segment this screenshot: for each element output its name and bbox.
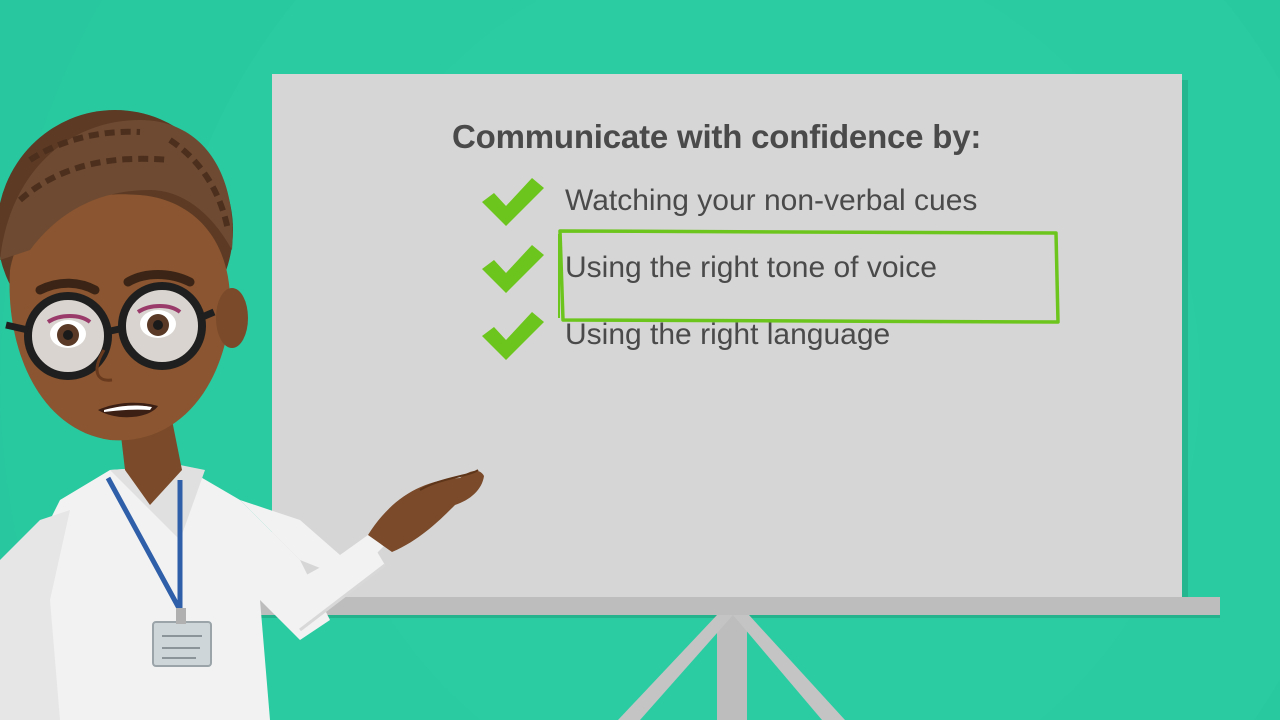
whiteboard-tray — [236, 597, 1220, 615]
checklist-item-label: Watching your non-verbal cues — [565, 184, 978, 217]
checklist-item: Using the right language — [480, 310, 1040, 366]
checklist-item: Watching your non-verbal cues — [480, 176, 1040, 232]
board-title: Communicate with confidence by: — [452, 118, 982, 155]
highlight-outline — [558, 229, 1060, 324]
presenter-character — [0, 110, 484, 720]
checkmark-icon — [482, 245, 544, 293]
checklist-item-highlighted: Using the right tone of voice — [480, 243, 1040, 299]
checklist-item-label: Using the right tone of voice — [565, 251, 937, 284]
checklist-item-label: Using the right language — [565, 318, 891, 351]
checkmark-icon — [482, 312, 544, 360]
checkmark-icon — [482, 178, 544, 226]
